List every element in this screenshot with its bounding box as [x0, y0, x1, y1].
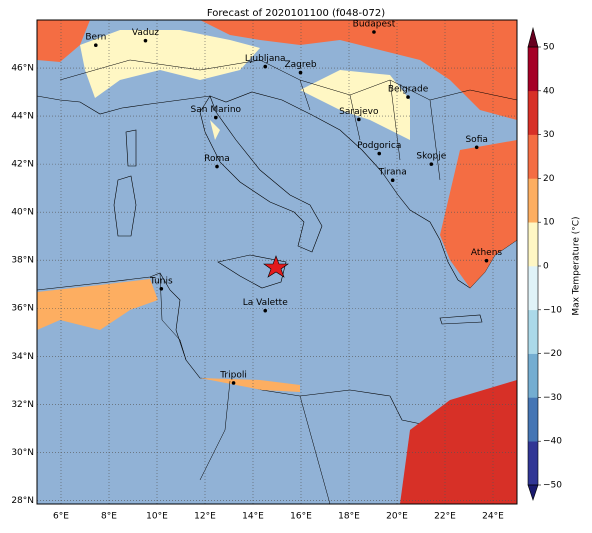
colorbar-segment — [528, 353, 538, 398]
city-label: La Valette — [243, 298, 288, 308]
hot-zone — [400, 380, 517, 504]
city-label: Zagreb — [284, 60, 316, 70]
colorbar-segment — [528, 47, 538, 92]
city-label: Tunis — [149, 276, 173, 286]
city-label: Roma — [204, 154, 230, 164]
colorbar-segment — [528, 441, 538, 486]
lat-tick-label: 42°N — [11, 160, 34, 170]
colorbar-segment — [528, 397, 538, 442]
city-dot — [214, 115, 218, 120]
map-title: Forecast of 2020101100 (f048-072) — [207, 8, 385, 19]
map-frame — [36, 19, 518, 505]
lat-tick-label: 36°N — [11, 304, 34, 314]
city-label: Tripoli — [219, 370, 247, 380]
lon-tick-label: 24°E — [482, 512, 504, 522]
lat-tick-label: 34°N — [11, 352, 34, 362]
lon-tick-label: 6°E — [53, 512, 69, 522]
city-dot — [143, 38, 148, 43]
colorbar-segment — [528, 309, 538, 354]
city-label: Sofia — [465, 135, 487, 145]
city-label: Vaduz — [132, 28, 159, 38]
city-dot — [263, 308, 268, 313]
lat-tick-label: 28°N — [11, 496, 34, 506]
city-label: San Marino — [191, 105, 242, 115]
colorbar-label: Max Temperature (°C) — [572, 216, 582, 315]
graticule: 6°E 8°E 10°E 12°E 14°E 16°E 18°E 20°E 22°E 24°E 28… — [11, 20, 517, 522]
city-label: Athens — [471, 248, 502, 258]
city-dot — [390, 178, 395, 183]
lon-tick-label: 12°E — [194, 512, 216, 522]
colorbar-segment — [528, 222, 538, 267]
cool-zone — [80, 30, 410, 140]
sicily-land — [217, 254, 287, 289]
city-label: Skopje — [416, 152, 446, 162]
colorbar-tick-label: −20 — [543, 349, 562, 359]
city-dot — [215, 164, 219, 169]
lat-tick-label: 30°N — [11, 448, 34, 458]
city-dot — [94, 43, 98, 48]
city-label: Budapest — [353, 20, 396, 30]
colorbar-segment — [528, 90, 538, 135]
africa-coastal-zone — [37, 279, 300, 392]
borders — [59, 59, 517, 504]
lon-tick-label: 16°E — [290, 512, 312, 522]
lat-tick-label: 40°N — [11, 208, 34, 218]
lon-tick-label: 20°E — [386, 512, 408, 522]
colorbar-tick-label: 30 — [543, 130, 555, 140]
city-dot — [406, 95, 410, 99]
lat-tick-label: 44°N — [11, 112, 34, 122]
colorbar-segment — [528, 134, 538, 179]
colorbar-over — [527, 26, 539, 48]
lon-tick-label: 10°E — [146, 512, 168, 522]
colorbar-under — [527, 484, 539, 501]
city-dot — [159, 286, 164, 291]
city-dot — [263, 64, 268, 69]
sardinia-land — [113, 129, 137, 237]
lat-tick-label: 46°N — [11, 64, 34, 74]
city-label: Belgrade — [388, 85, 429, 95]
city-dot — [484, 258, 489, 263]
city-dot — [231, 381, 236, 385]
lon-tick-label: 22°E — [434, 512, 456, 522]
colorbar-tick-label: 0 — [543, 262, 549, 272]
city-label: Bern — [85, 33, 106, 43]
colorbar-tick-label: −40 — [543, 437, 562, 447]
city-dot — [474, 145, 479, 150]
colorbar-tick-label: −10 — [543, 305, 562, 315]
city-label: Podgorica — [357, 141, 401, 151]
lon-tick-label: 14°E — [242, 512, 264, 522]
crete-land — [439, 314, 483, 325]
lon-tick-label: 8°E — [101, 512, 117, 522]
colorbar-segment — [528, 178, 538, 223]
warm-zone — [37, 20, 517, 288]
colorbar-tick-label: 40 — [543, 86, 555, 96]
city-label: Tirana — [378, 168, 407, 178]
city-dot — [372, 30, 376, 34]
location-star — [263, 255, 289, 278]
city-dot — [357, 117, 361, 122]
colorbar-tick-label: −30 — [543, 393, 562, 403]
map-area — [37, 20, 517, 504]
colorbar: −50 −40 −30 −20 −10 0 10 20 30 40 50 — [527, 26, 562, 501]
lat-tick-label: 32°N — [11, 400, 34, 410]
colorbar-tick-label: 50 — [543, 43, 555, 53]
city-label: Ljubljana — [245, 54, 286, 64]
italy-land — [199, 95, 323, 253]
colorbar-tick-label: 10 — [543, 218, 555, 228]
city-dot — [377, 151, 382, 156]
colorbar-segment — [528, 266, 538, 311]
lon-tick-label: 18°E — [338, 512, 360, 522]
city-dot — [298, 70, 303, 75]
colorbar-tick-label: −50 — [543, 481, 562, 491]
lat-tick-label: 38°N — [11, 256, 34, 266]
city-dot — [429, 162, 434, 166]
city-label: Sarajevo — [339, 107, 379, 117]
colorbar-tick-label: 20 — [543, 174, 555, 184]
